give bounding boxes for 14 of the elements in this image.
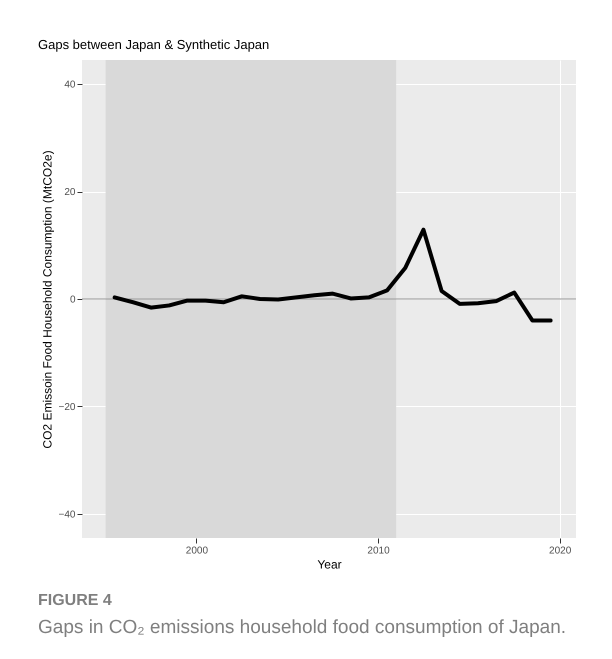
x-tick-label: 2020 xyxy=(549,546,572,556)
y-axis-title: CO2 Emissoin Food Household Consumption (MtCO2e) xyxy=(40,150,55,449)
text: Gaps in CO₂ emissions household food consumption of Japan. xyxy=(38,617,566,638)
caption: FIGURE 4 xyxy=(38,592,112,609)
x-tick-label: 2000 xyxy=(186,546,208,556)
chart-title: Gaps between Japan & Synthetic Japan xyxy=(38,37,270,52)
y-tick-label: 40 xyxy=(64,80,76,91)
line-series xyxy=(112,228,553,322)
y-tick-label: −40 xyxy=(58,509,76,520)
x-axis-title: Year xyxy=(317,558,342,572)
y-tick-label: 20 xyxy=(64,187,76,198)
y-tick-label: 0 xyxy=(70,294,76,306)
x-tick-label: 2010 xyxy=(367,546,390,556)
y-tick-label: −20 xyxy=(58,402,76,413)
